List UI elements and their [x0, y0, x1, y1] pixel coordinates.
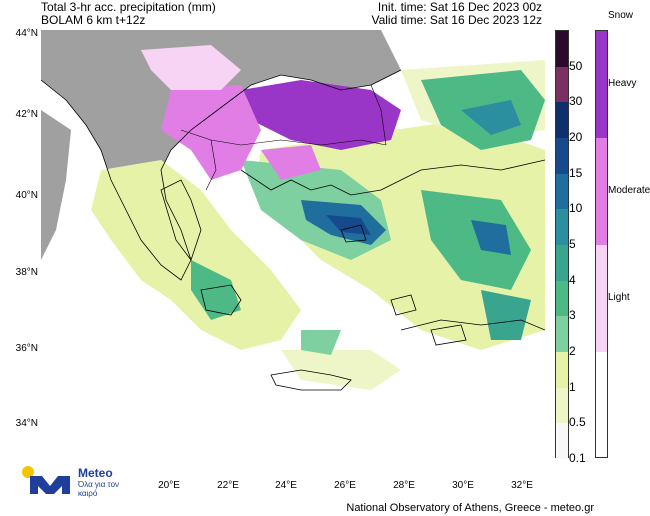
lon-label-20: 20°E: [158, 480, 180, 491]
lon-label-26: 26°E: [334, 480, 356, 491]
precip-colorbar-label: 20: [569, 130, 583, 144]
precip-colorbar-label: 10: [569, 201, 583, 216]
lon-label-30: 30°E: [452, 480, 474, 491]
precipitation-map: [41, 30, 545, 458]
precip-colorbar-label: 4: [569, 272, 576, 287]
precip-colorbar-segment: [556, 423, 568, 459]
precip-colorbar-segment: [556, 209, 568, 245]
lon-label-32: 32°E: [511, 480, 533, 491]
island-outlines: [160, 179, 467, 391]
lat-label-42: 42°N: [15, 109, 38, 120]
precip-colorbar-segment: [556, 316, 568, 352]
snow-colorbar-label: Moderate: [608, 184, 650, 196]
map-title: Total 3-hr acc. precipitation (mm): [41, 0, 216, 14]
snow-areas: [141, 45, 401, 180]
lat-label-36: 36°N: [15, 343, 38, 354]
precip-colorbar-segment: [556, 245, 568, 281]
snow-colorbar-label: Heavy: [608, 77, 637, 89]
precip-colorbar-label: 5: [569, 237, 576, 251]
precip-colorbar-label: 50: [569, 58, 583, 73]
snow-colorbar-segment: [596, 245, 607, 352]
lat-label-34: 34°N: [15, 418, 38, 429]
precip-colorbar-segment: [556, 352, 568, 388]
precip-colorbar-label: 1: [569, 379, 576, 394]
logo-tagline: Όλα για τον καιρό: [78, 480, 120, 498]
precip-colorbar-label: 30: [569, 94, 583, 109]
lat-label-40: 40°N: [15, 190, 38, 201]
lon-label-24: 24°E: [275, 480, 297, 491]
init-time: Init. time: Sat 16 Dec 2023 00z: [377, 0, 542, 14]
precip-colorbar-segment: [556, 102, 568, 138]
country-borders: [180, 84, 387, 191]
precip-colorbar-segment: [556, 173, 568, 210]
lon-label-22: 22°E: [217, 480, 239, 491]
precip-colorbar-label: 0.5: [569, 415, 586, 430]
precip-heavy-areas: [301, 100, 521, 255]
meteo-m-logo-icon: [22, 466, 70, 494]
precip-colorbar-label: 3: [569, 308, 576, 323]
snow-colorbar-segment: [596, 138, 607, 245]
precip-colorbar-segment: [556, 66, 568, 103]
snow-legend-title: Snow: [608, 10, 634, 21]
precip-colorbar-label: 0.1: [569, 451, 586, 465]
precip-colorbar-segment: [556, 387, 568, 424]
precip-colorbar-label: 2: [569, 344, 576, 358]
credit-text: National Observatory of Athens, Greece -…: [346, 502, 594, 514]
lon-label-28: 28°E: [393, 480, 415, 491]
precip-colorbar-segment: [556, 31, 568, 67]
model-subtitle: BOLAM 6 km t+12z: [41, 13, 146, 27]
lat-label-44: 44°N: [15, 28, 38, 39]
valid-time: Valid time: Sat 16 Dec 2023 12z: [371, 13, 542, 27]
precip-colorbar: [555, 30, 569, 459]
snow-colorbar-label: Light: [608, 291, 630, 303]
snow-colorbar: [595, 30, 608, 458]
snow-colorbar-segment: [596, 31, 607, 138]
precip-colorbar-segment: [556, 280, 568, 317]
precip-colorbar-label: 15: [569, 165, 583, 180]
lat-label-38: 38°N: [15, 267, 38, 278]
precip-colorbar-segment: [556, 138, 568, 174]
coastline: [41, 69, 545, 331]
logo-name: Meteo: [78, 466, 113, 480]
